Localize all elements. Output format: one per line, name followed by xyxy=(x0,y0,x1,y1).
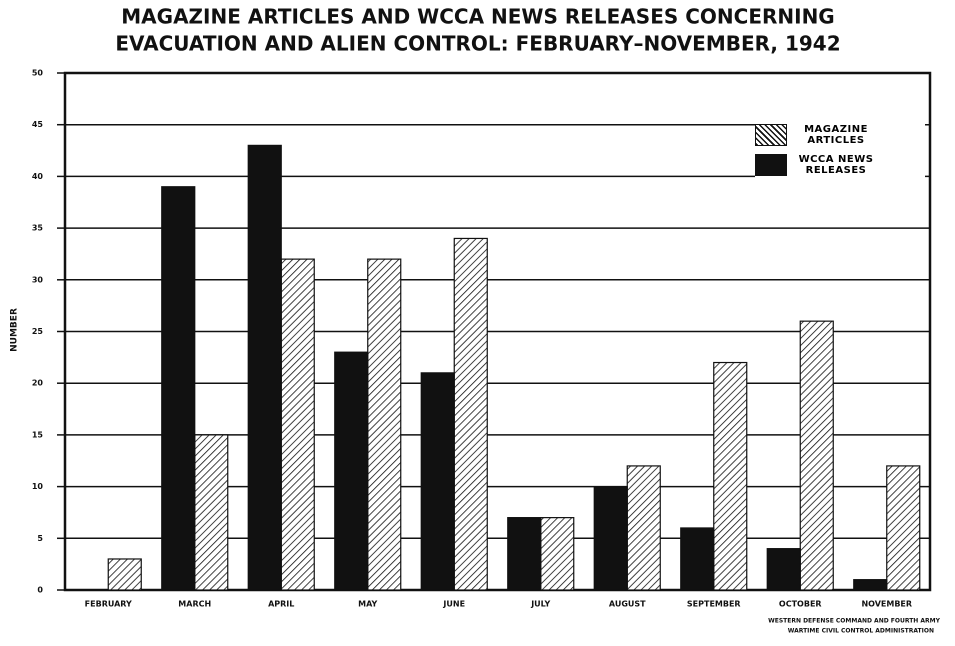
bar xyxy=(626,465,661,591)
x-tick-label: FEBRUARY xyxy=(85,600,132,609)
x-tick-label: AUGUST xyxy=(609,600,646,609)
x-tick-label: SEPTEMBER xyxy=(687,600,741,609)
y-tick-label: 40 xyxy=(32,172,44,181)
y-tick-label: 5 xyxy=(37,534,43,543)
x-tick-label: JUNE xyxy=(442,600,465,609)
legend-swatch xyxy=(755,124,787,146)
bar xyxy=(507,517,542,591)
bar xyxy=(680,527,715,591)
legend-label: WCCA NEWS RELEASES xyxy=(798,154,874,176)
legend-label: MAGAZINE ARTICLES xyxy=(804,124,868,146)
bar xyxy=(713,361,748,591)
source-note: WESTERN DEFENSE COMMAND AND FOURTH ARMY xyxy=(768,618,941,625)
bar xyxy=(540,517,575,591)
x-tick-label: APRIL xyxy=(268,600,294,609)
legend-swatch xyxy=(755,154,787,176)
bar xyxy=(853,579,888,591)
x-tick-label: MAY xyxy=(358,600,377,609)
y-axis-label: NUMBER xyxy=(10,308,20,352)
bar xyxy=(420,372,455,591)
chart-title: EVACUATION AND ALIEN CONTROL: FEBRUARY–N… xyxy=(115,32,840,56)
legend: MAGAZINE ARTICLES WCCA NEWS RELEASES xyxy=(755,124,925,184)
legend-entry: MAGAZINE ARTICLES xyxy=(755,124,925,146)
bar xyxy=(799,320,834,591)
x-tick-label: OCTOBER xyxy=(779,600,822,609)
bar xyxy=(280,258,315,591)
bar xyxy=(593,486,628,591)
bar xyxy=(107,558,142,591)
bar xyxy=(161,186,196,591)
x-tick-label: MARCH xyxy=(178,600,211,609)
chart-title: MAGAZINE ARTICLES AND WCCA NEWS RELEASES… xyxy=(121,5,834,29)
bar xyxy=(247,144,282,591)
y-tick-label: 35 xyxy=(32,224,44,233)
bar xyxy=(194,434,229,591)
bar xyxy=(886,465,921,591)
plot-frame xyxy=(63,71,932,592)
y-tick-label: 10 xyxy=(32,482,44,491)
bar xyxy=(334,351,369,591)
y-tick-label: 50 xyxy=(32,69,44,78)
legend-entry: WCCA NEWS RELEASES xyxy=(755,154,925,176)
bar xyxy=(453,237,488,591)
y-tick-label: 0 xyxy=(37,586,43,595)
y-tick-label: 15 xyxy=(32,430,44,439)
y-tick-label: 20 xyxy=(32,379,44,388)
bar xyxy=(367,258,402,591)
x-tick-label: NOVEMBER xyxy=(861,600,912,609)
y-tick-label: 25 xyxy=(32,327,44,336)
x-tick-label: JULY xyxy=(530,600,550,609)
bar xyxy=(766,548,801,591)
y-tick-label: 45 xyxy=(32,120,44,129)
source-note: WARTIME CIVIL CONTROL ADMINISTRATION xyxy=(788,628,934,635)
y-tick-label: 30 xyxy=(32,275,44,284)
